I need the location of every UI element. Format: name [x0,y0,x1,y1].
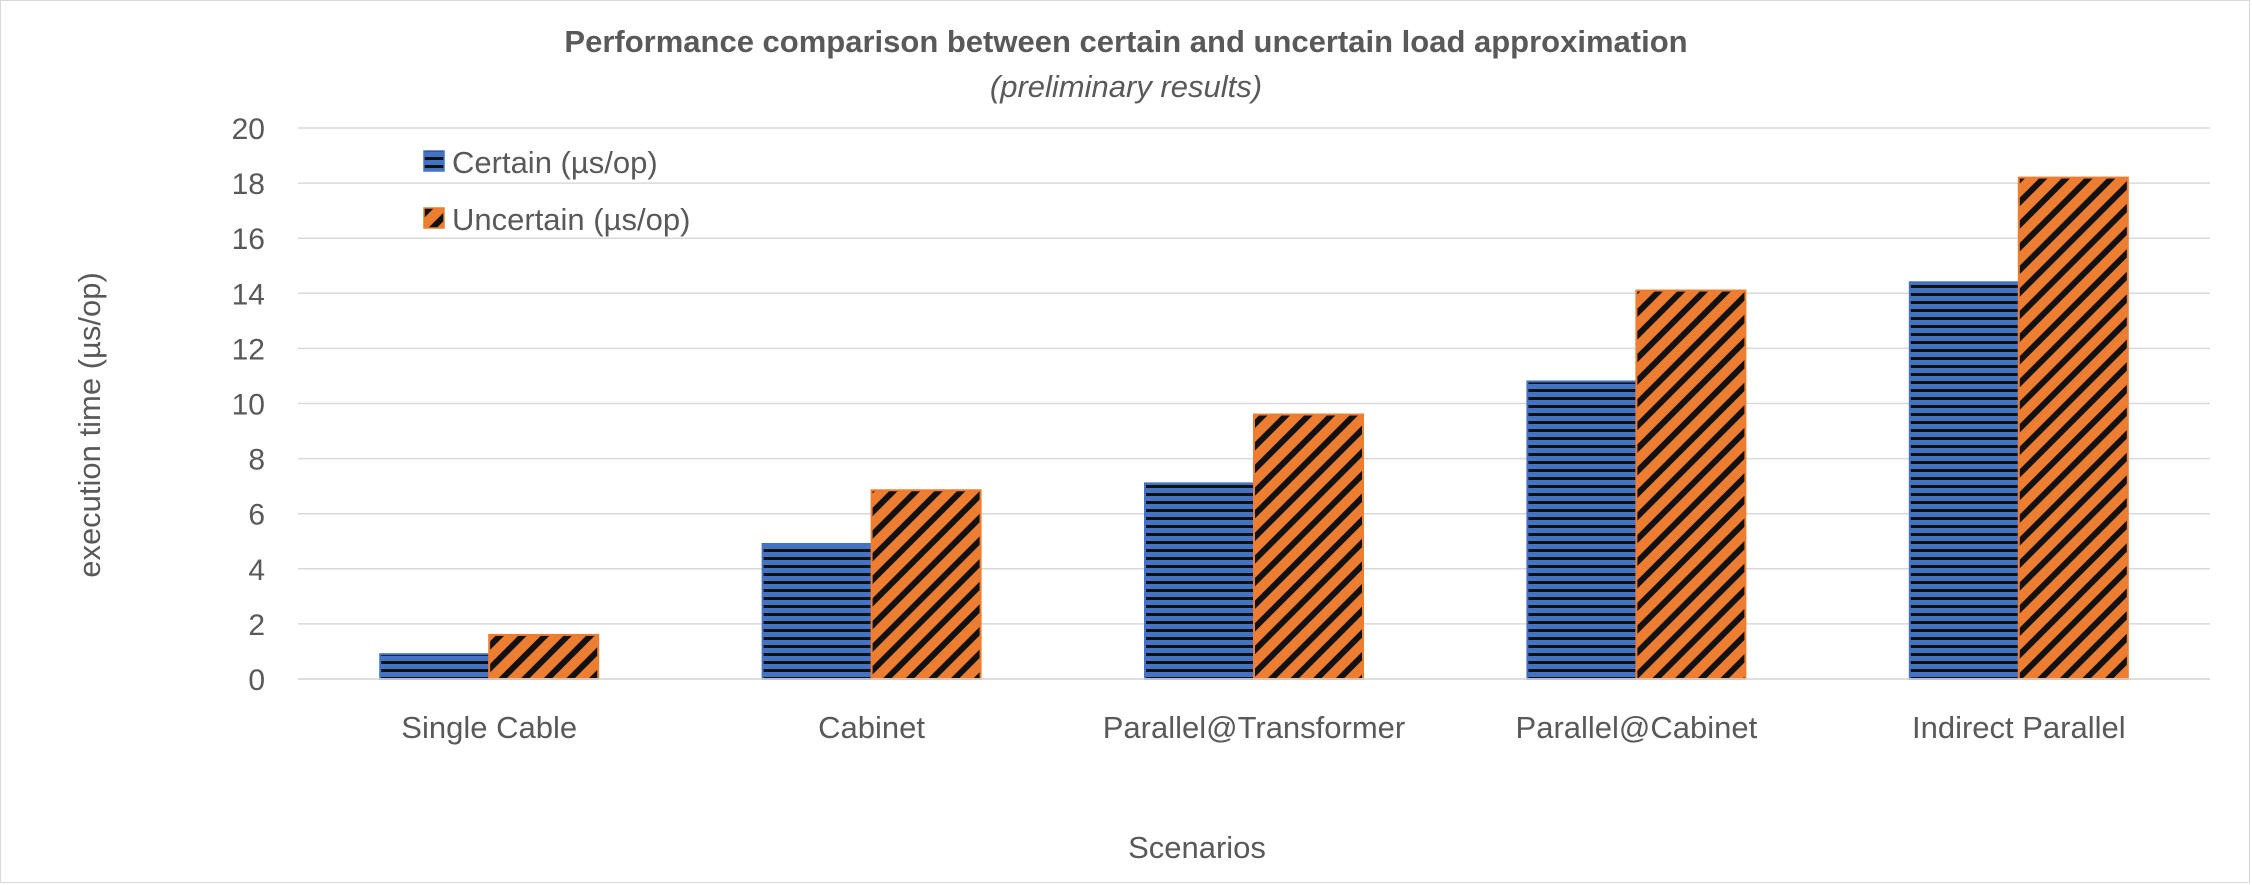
x-category-label: Indirect Parallel [1912,710,2126,745]
bar-uncertain [488,633,600,680]
x-category-label: Single Cable [401,710,577,745]
bar-certain [1908,281,2020,680]
x-axis-title: Scenarios [1128,830,1266,865]
legend: Certain (µs/op) Uncertain (µs/op) [423,145,690,237]
y-tick-label: 2 [248,609,265,642]
bar-uncertain [2017,176,2129,680]
bar-uncertain [870,489,982,680]
chart-subtitle: (preliminary results) [990,69,1262,104]
y-tick-label: 6 [248,499,265,532]
y-tick-label: 18 [232,168,265,201]
y-axis-title: execution time (µs/op) [72,272,107,578]
x-axis-category-labels: Single Cable Cabinet Parallel@Transformer P… [401,710,2125,745]
legend-label-certain: Certain (µs/op) [452,145,658,180]
chart-title: Performance comparison between certain a… [564,24,1687,59]
bar-certain [761,543,873,680]
y-tick-label: 8 [248,444,265,477]
x-category-label: Parallel@Transformer [1103,710,1406,745]
y-tick-label: 14 [232,278,265,311]
legend-label-uncertain: Uncertain (µs/op) [452,202,690,237]
bars [298,176,2210,681]
bar-uncertain [1635,289,1747,680]
y-axis-tick-labels: 0 2 4 6 8 10 12 14 16 18 20 [232,113,265,697]
legend-swatch-certain [423,150,445,172]
y-tick-label: 20 [232,113,265,146]
bar-uncertain [1253,413,1364,680]
y-tick-label: 4 [248,554,265,587]
x-category-label: Cabinet [818,710,925,745]
y-tick-label: 10 [232,389,265,422]
legend-swatch-uncertain [423,207,445,229]
bar-certain [1526,380,1638,680]
bar-certain [1144,482,1255,680]
y-tick-label: 0 [248,664,265,697]
x-category-label: Parallel@Cabinet [1516,710,1758,745]
bar-certain [379,653,491,681]
y-tick-label: 16 [232,223,265,256]
y-tick-label: 12 [232,333,265,366]
